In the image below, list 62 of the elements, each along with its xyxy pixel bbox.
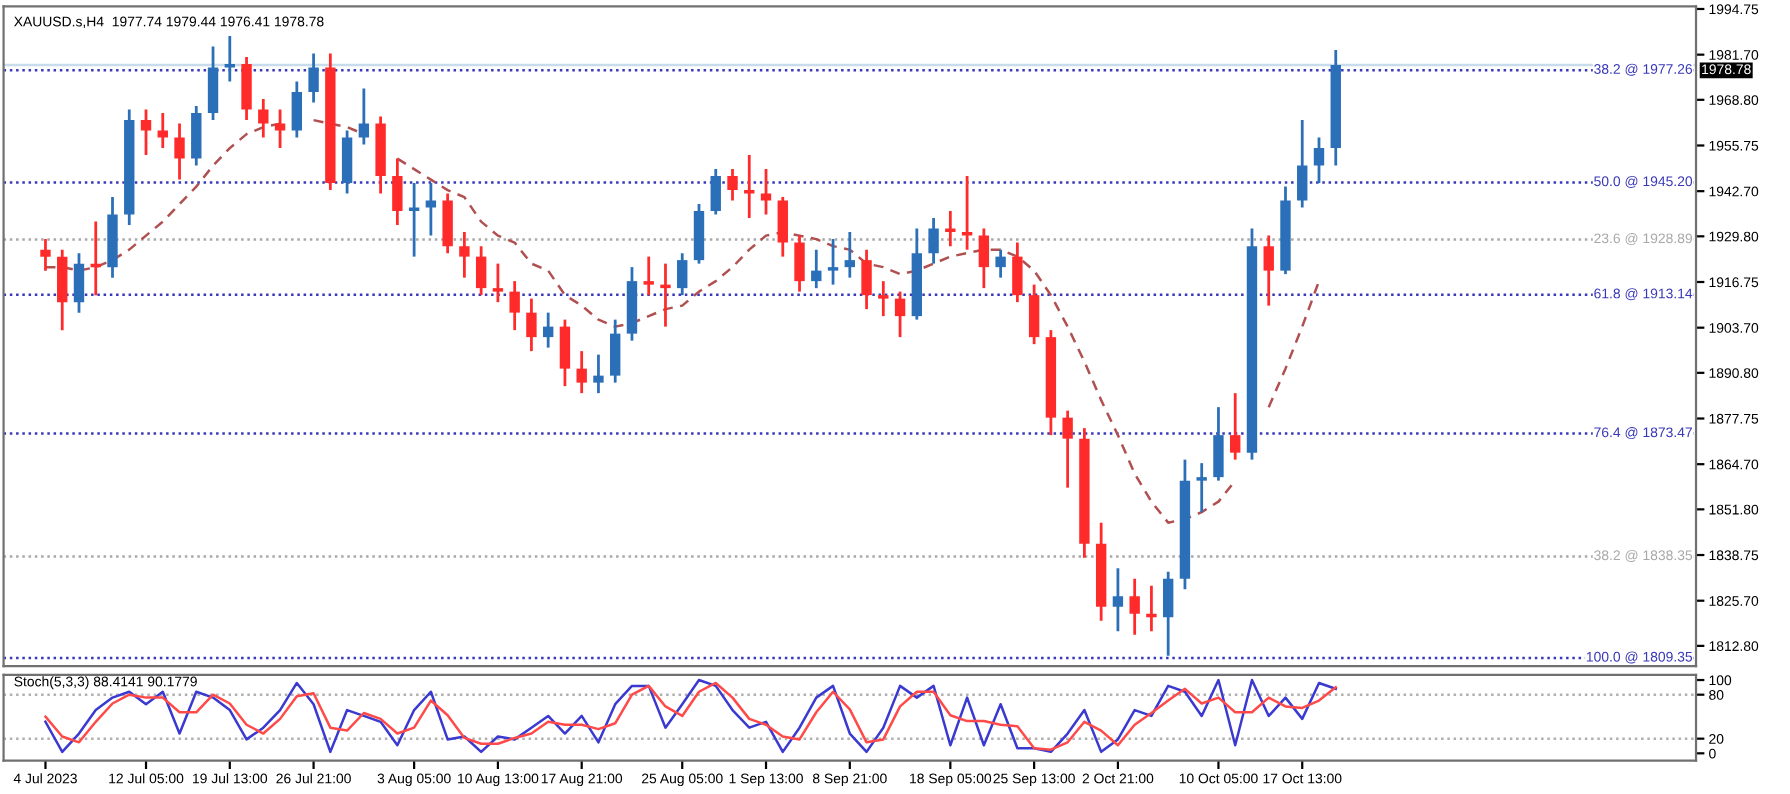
candlestick [1012,241,1023,304]
candlestick [140,108,152,157]
candlestick [794,234,805,294]
candlestick [57,248,68,332]
candlestick [509,279,520,332]
candlestick [157,111,168,150]
candlestick [744,153,755,220]
candlestick [1062,409,1073,490]
candlestick [1297,118,1308,210]
candlestick [392,157,403,227]
candlestick [660,262,671,329]
candlestick [878,279,889,318]
candlestick [610,318,621,385]
candlestick [475,244,487,297]
candlestick [1162,570,1174,658]
candlestick [241,55,252,122]
candlestick [291,80,303,139]
candlestick [760,167,772,217]
candlestick [73,251,85,315]
candlestick [727,167,738,203]
candlestick [861,248,872,311]
candlestick [341,129,353,196]
candlestick [1196,461,1207,514]
candlestick [777,195,788,259]
candlestick [1313,136,1325,185]
candlestick [442,192,453,255]
candlestick [677,251,688,297]
candlestick [258,97,269,139]
candlestick [1112,566,1124,633]
candlestick [40,237,51,273]
candlestick [1230,391,1241,462]
candlestick [576,349,587,395]
candlestick [459,230,470,280]
candlestick [1146,584,1157,633]
candlestick [425,181,437,238]
candlestick [811,248,822,290]
candlestick [559,318,571,388]
candlestick [710,167,721,217]
candlestick [844,230,855,280]
candlestick [1129,577,1140,637]
candlestick [1028,283,1040,346]
candlestick [492,262,504,304]
candlestick [191,104,202,168]
candlestick [1213,405,1224,483]
candlestick [224,34,235,83]
candlestick [207,45,219,122]
candlestick [995,248,1006,280]
candlestick [526,297,537,353]
candlestick [542,311,554,350]
candlestick [593,353,604,395]
candlestick [358,87,370,147]
candlestick [643,255,654,297]
candlestick [827,237,839,287]
candlestick [274,108,286,150]
candlestick [174,122,185,182]
candlestick [961,174,973,252]
candlestick [945,209,956,248]
candlestick [928,216,939,266]
candlestick [1263,234,1274,308]
candlestick [978,227,990,290]
candlestick [894,290,906,339]
candlestick [308,52,319,104]
